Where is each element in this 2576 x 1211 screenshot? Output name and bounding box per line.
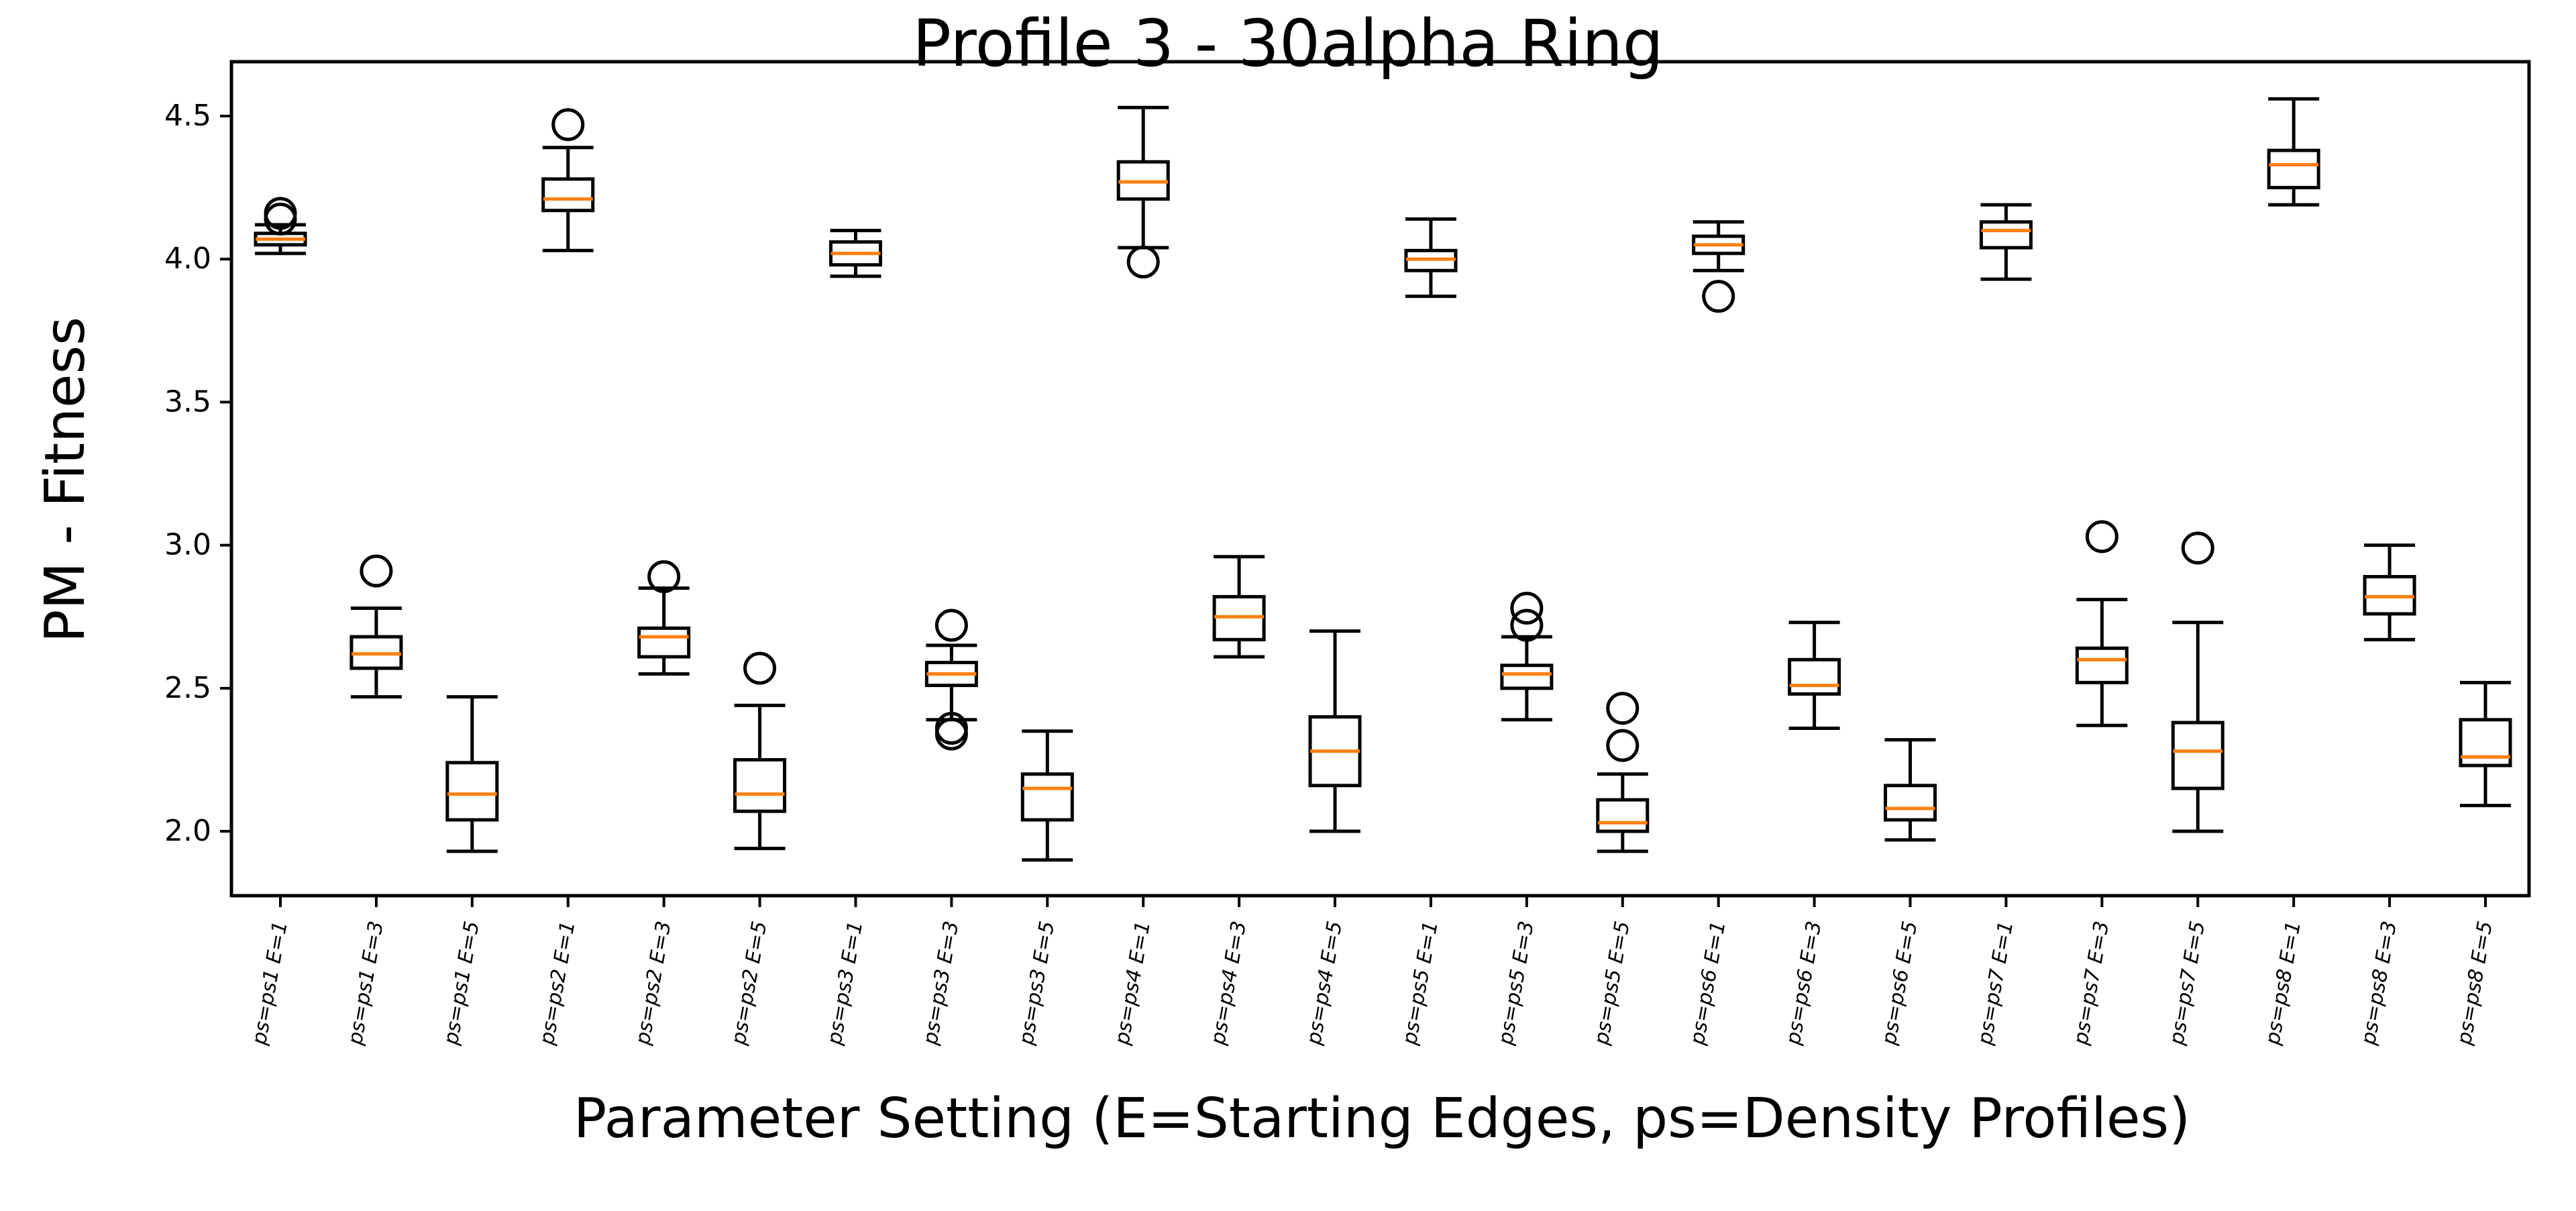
outlier-point	[360, 554, 393, 588]
outlier-point	[743, 651, 777, 685]
outlier-point	[647, 560, 681, 594]
y-tick-label: 4.5	[164, 99, 211, 133]
box-iqr	[1500, 664, 1554, 690]
box-iqr	[1788, 657, 1841, 696]
outlier-point	[2085, 520, 2118, 554]
box-iqr	[541, 177, 595, 213]
box-iqr	[2267, 148, 2320, 190]
box-iqr	[2075, 646, 2129, 684]
chart-title: Profile 3 - 30alpha Ring	[912, 6, 1664, 81]
box-iqr	[1596, 798, 1650, 833]
outlier-point	[934, 609, 968, 642]
box-iqr	[1884, 784, 1937, 822]
box-iqr	[445, 761, 499, 822]
outlier-point	[551, 108, 585, 142]
box-iqr	[1979, 220, 2033, 250]
outlier-point	[1126, 245, 1160, 278]
y-tick-label: 3.5	[164, 384, 211, 419]
x-axis-label: Parameter Setting (E=Starting Edges, ps=…	[574, 1087, 2190, 1151]
y-tick-label: 2.5	[164, 671, 211, 705]
y-axis-label: PM - Fitness	[34, 317, 97, 643]
box-iqr	[637, 626, 691, 659]
outlier-point	[934, 717, 968, 751]
y-tick-label: 4.0	[164, 242, 211, 276]
box-iqr	[733, 757, 787, 813]
y-tick-label: 2.0	[164, 814, 211, 848]
y-tick-label: 3.0	[164, 528, 211, 562]
box-iqr	[1020, 772, 1074, 822]
outlier-point	[1510, 591, 1544, 625]
outlier-point	[1606, 692, 1640, 725]
box-iqr	[2459, 718, 2512, 768]
plot-frame	[229, 60, 2531, 898]
outlier-point	[2181, 531, 2214, 565]
outlier-point	[1702, 280, 1735, 313]
outlier-point	[264, 197, 297, 230]
box-iqr	[2171, 721, 2224, 790]
outlier-point	[1606, 729, 1640, 762]
outlier-point	[1510, 609, 1544, 642]
